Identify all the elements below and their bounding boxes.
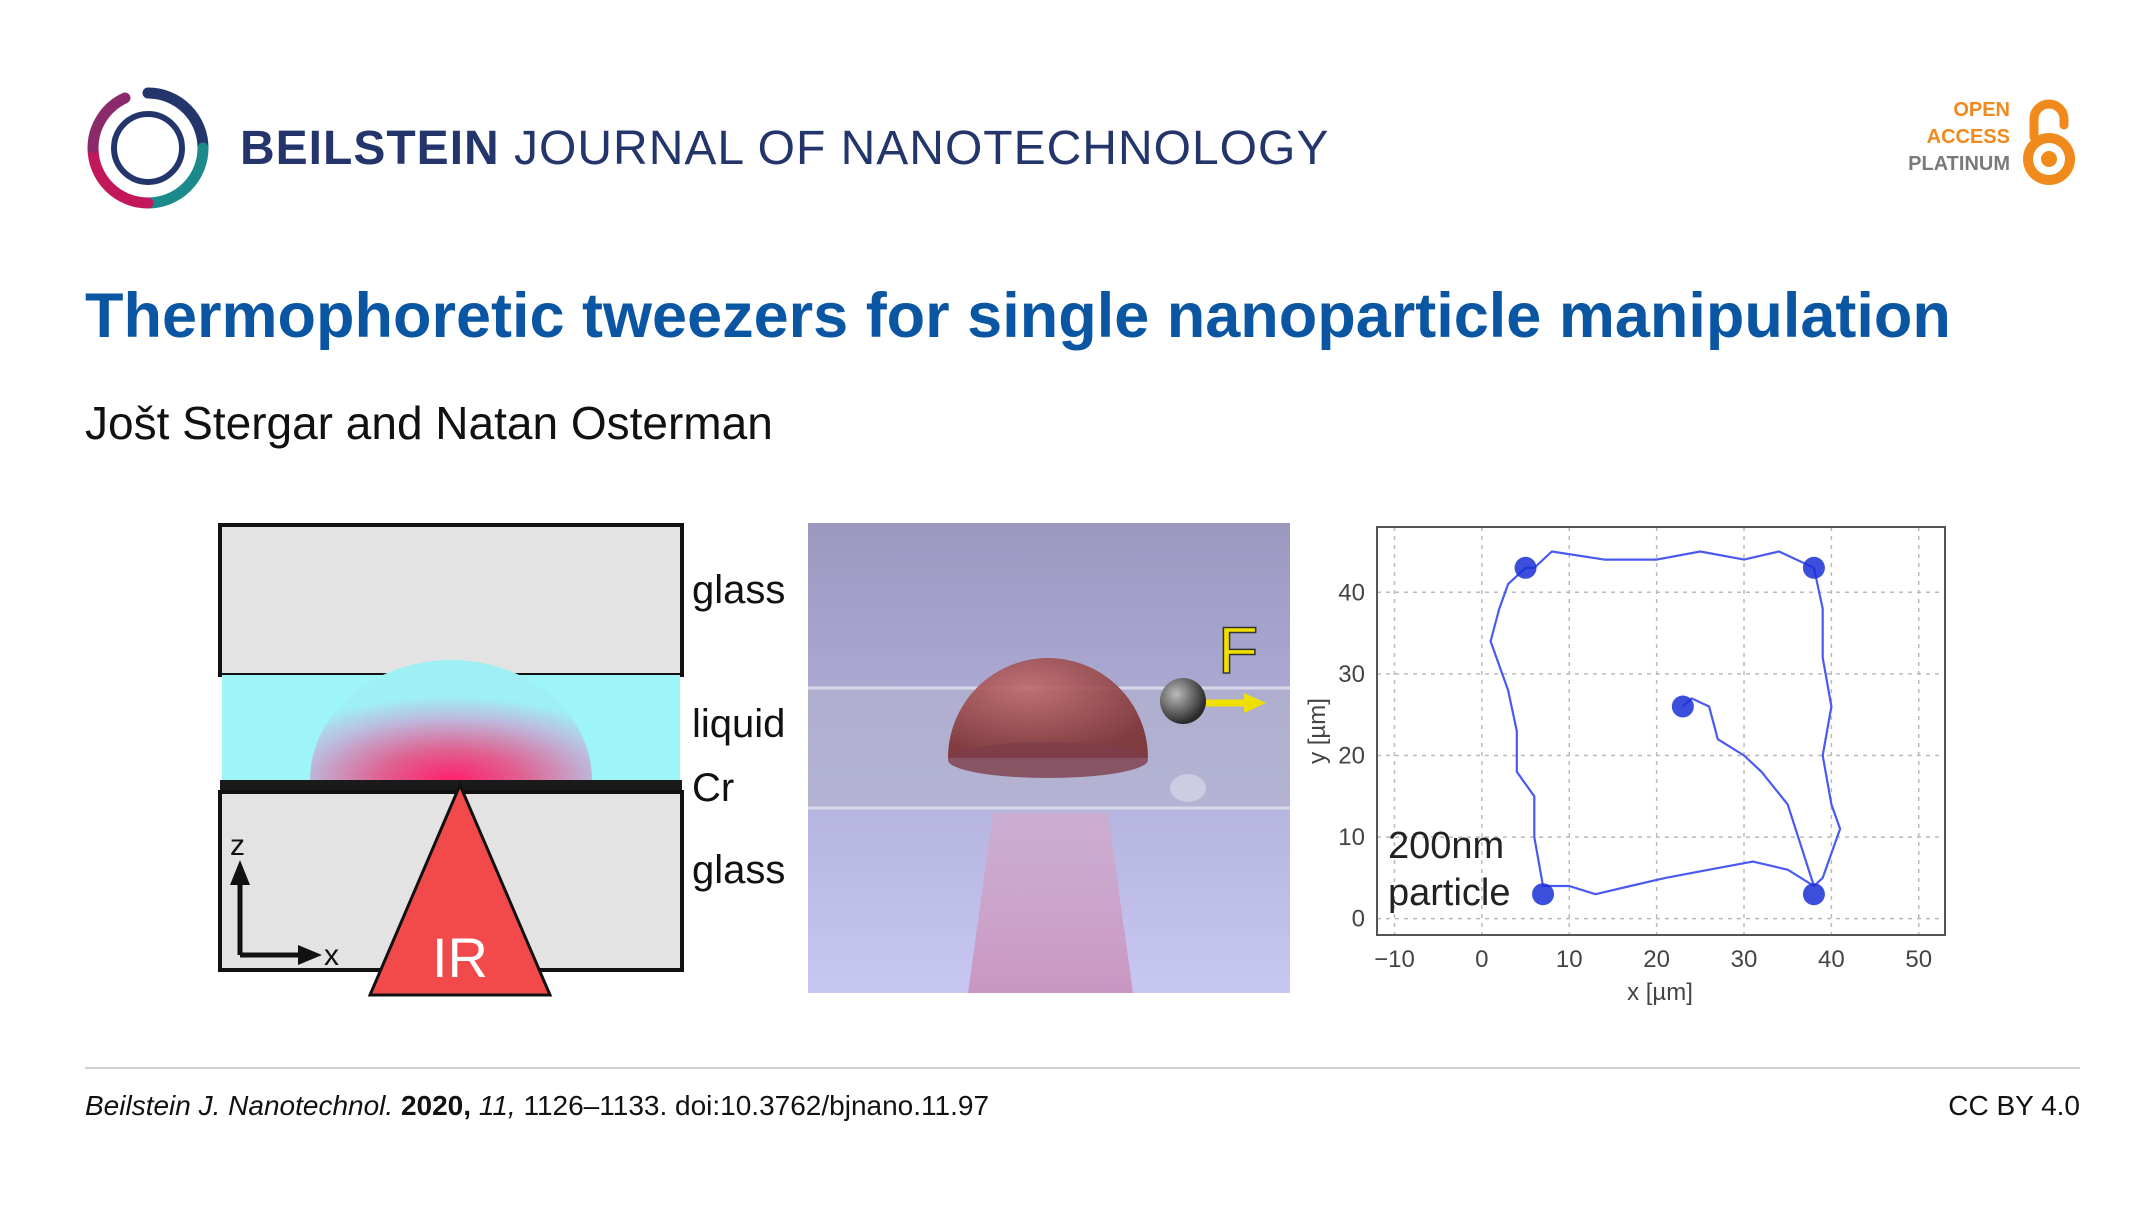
citation-year: 2020, bbox=[400, 1090, 472, 1121]
force-arrowhead-icon bbox=[1244, 693, 1266, 713]
dwell-cluster bbox=[1802, 556, 1825, 579]
x-tick-label: 40 bbox=[1818, 946, 1845, 973]
heated-dome bbox=[948, 658, 1148, 758]
y-tick-label: 20 bbox=[1338, 742, 1365, 769]
article-authors: Jošt Stergar and Natan Osterman bbox=[85, 397, 773, 449]
trajectory-line bbox=[1489, 550, 1842, 896]
x-tick-label: 10 bbox=[1556, 946, 1583, 973]
plot-clusters bbox=[1514, 556, 1825, 906]
citation-journal: Beilstein J. Nanotechnol. bbox=[85, 1090, 394, 1121]
open-lock-icon bbox=[2023, 99, 2075, 185]
x-tick-label: 30 bbox=[1731, 946, 1758, 973]
citation-volume: 11, bbox=[478, 1090, 516, 1121]
nanoparticle bbox=[1160, 678, 1206, 724]
render-panel: F bbox=[808, 523, 1290, 993]
trajectory-plot: −10 0 10 20 30 40 50 0 10 20 30 40 200nm particle x… bbox=[1304, 526, 1946, 1006]
journal-logo-icon bbox=[87, 87, 209, 209]
license-text: CC BY 4.0 bbox=[1948, 1090, 2080, 1121]
x-arrowhead-icon bbox=[298, 945, 322, 965]
ir-beam-shape bbox=[367, 781, 553, 997]
journal-name-rest: JOURNAL OF NANOTECHNOLOGY bbox=[514, 122, 1330, 175]
dwell-cluster bbox=[1802, 883, 1825, 906]
y-tick-label: 40 bbox=[1338, 579, 1365, 606]
dwell-cluster bbox=[1671, 695, 1694, 718]
journal-name: BEILSTEIN JOURNAL OF NANOTECHNOLOGY bbox=[240, 121, 1329, 176]
plot-ticks: −10 0 10 20 30 40 50 0 10 20 30 40 bbox=[1338, 579, 1932, 973]
label-liquid: liquid bbox=[692, 702, 785, 746]
force-label: F bbox=[1218, 613, 1258, 687]
dwell-cluster bbox=[1514, 556, 1537, 579]
x-tick-label: −10 bbox=[1374, 946, 1415, 973]
x-axis-label: x bbox=[324, 939, 339, 972]
top-glass-layer bbox=[218, 523, 684, 677]
label-glass-bottom: glass bbox=[692, 848, 785, 892]
badge-line-open: OPEN bbox=[1953, 99, 2010, 121]
plot-y-label: y [µm] bbox=[1304, 698, 1331, 764]
open-access-text: OPEN ACCESS PLATINUM bbox=[1908, 97, 2010, 178]
dome-base bbox=[948, 742, 1148, 778]
label-cr: Cr bbox=[692, 766, 734, 810]
journal-name-bold: BEILSTEIN bbox=[240, 122, 500, 175]
graphical-abstract: IR z x glass liquid Cr glass bbox=[210, 515, 1960, 1010]
open-access-badge: OPEN ACCESS PLATINUM bbox=[1880, 97, 2080, 197]
plot-x-label: x [µm] bbox=[1627, 979, 1693, 1006]
render-ir-beam bbox=[968, 813, 1133, 993]
chromium-layer bbox=[220, 780, 682, 792]
footer-divider bbox=[85, 1067, 2080, 1069]
label-glass-top: glass bbox=[692, 568, 785, 612]
x-tick-label: 0 bbox=[1475, 946, 1488, 973]
article-title: Thermophoretic tweezers for single nanop… bbox=[85, 281, 1951, 351]
z-axis-label: z bbox=[230, 829, 245, 862]
schematic-panel: IR z x glass liquid Cr glass bbox=[218, 523, 785, 997]
ir-label: IR bbox=[432, 926, 488, 989]
plot-annotation-line1: 200nm bbox=[1388, 825, 1504, 867]
y-tick-label: 30 bbox=[1338, 661, 1365, 688]
badge-line-access: ACCESS bbox=[1926, 126, 2010, 148]
citation: Beilstein J. Nanotechnol. 2020, 11, 1126… bbox=[85, 1090, 989, 1122]
x-tick-label: 50 bbox=[1905, 946, 1932, 973]
badge-line-platinum: PLATINUM bbox=[1908, 153, 2010, 175]
citation-pages-doi: 1126–1133. doi:10.3762/bjnano.11.97 bbox=[523, 1090, 990, 1121]
nanoparticle-reflection bbox=[1170, 774, 1206, 802]
y-tick-label: 0 bbox=[1352, 906, 1365, 933]
y-tick-label: 10 bbox=[1338, 824, 1365, 851]
dwell-cluster bbox=[1532, 883, 1555, 906]
plot-annotation-line2: particle bbox=[1388, 872, 1511, 914]
x-tick-label: 20 bbox=[1643, 946, 1670, 973]
heat-gradient bbox=[310, 660, 592, 780]
header: BEILSTEIN JOURNAL OF NANOTECHNOLOGY OPEN… bbox=[85, 85, 2080, 215]
z-arrowhead-icon bbox=[230, 860, 250, 885]
plot-frame bbox=[1376, 526, 1946, 936]
